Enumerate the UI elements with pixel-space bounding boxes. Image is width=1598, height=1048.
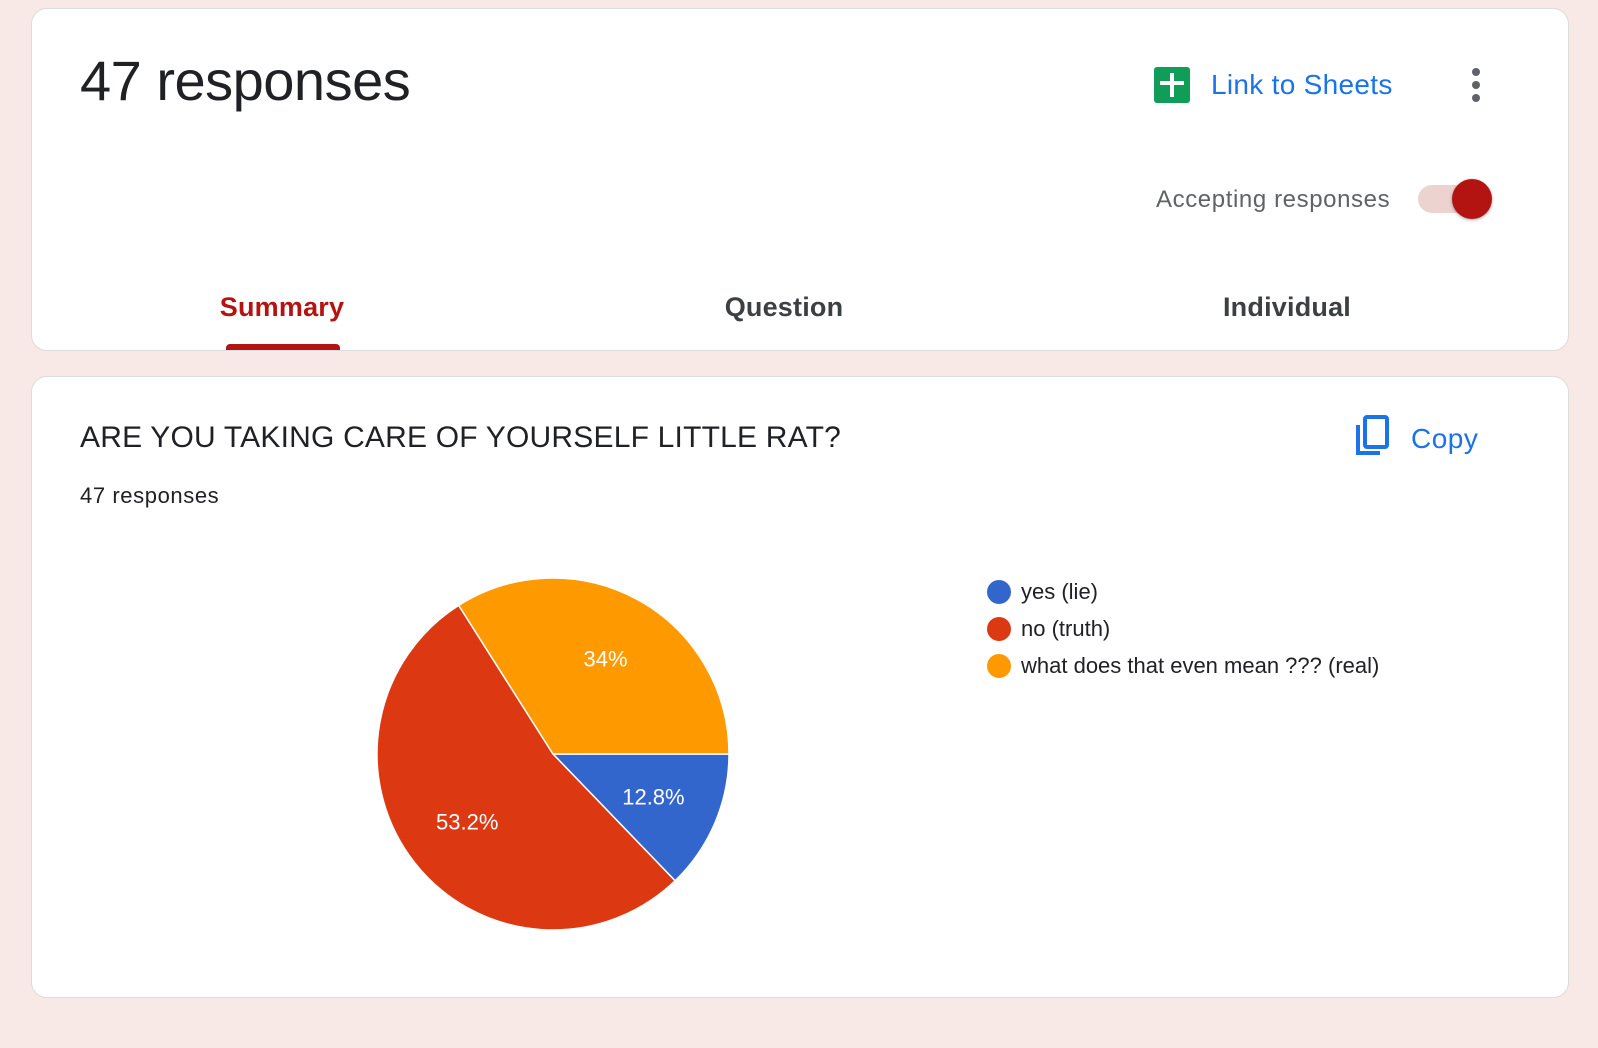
link-to-sheets-label: Link to Sheets bbox=[1211, 69, 1393, 100]
legend-swatch bbox=[987, 653, 1011, 678]
pie-slice-label: 34% bbox=[584, 646, 628, 671]
question-title: ARE YOU TAKING CARE OF YOURSELF LITTLE R… bbox=[80, 421, 842, 454]
question-summary-card: ARE YOU TAKING CARE OF YOURSELF LITTLE R… bbox=[31, 376, 1569, 998]
tab-bar: Summary Question Individual bbox=[32, 277, 1568, 350]
pie-chart: 12.8% 53.2% 34% bbox=[376, 577, 730, 931]
tab-individual[interactable]: Individual bbox=[1222, 292, 1351, 322]
pie-slice[interactable] bbox=[551, 753, 730, 882]
legend-swatch bbox=[987, 579, 1011, 604]
pie-slice[interactable] bbox=[376, 604, 677, 931]
copy-icon bbox=[1355, 415, 1391, 462]
tab-question[interactable]: Question bbox=[724, 292, 844, 322]
copy-chart-button[interactable]: Copy bbox=[1355, 415, 1478, 462]
legend-item[interactable]: no (truth) bbox=[987, 610, 1379, 647]
summary-header-card: 47 responses Link to Sheets Accepting re… bbox=[31, 8, 1569, 351]
pie-slice-label: 53.2% bbox=[436, 809, 498, 834]
legend-label: no (truth) bbox=[1021, 615, 1111, 641]
page-title: 47 responses bbox=[80, 49, 411, 112]
accepting-responses-toggle[interactable] bbox=[1418, 179, 1496, 219]
response-count: 47 responses bbox=[80, 483, 220, 508]
pie-slice[interactable] bbox=[457, 577, 730, 755]
copy-label: Copy bbox=[1411, 422, 1479, 454]
chart-legend: yes (lie) no (truth) what does that even m… bbox=[987, 573, 1379, 684]
sheets-icon bbox=[1154, 67, 1190, 103]
tab-summary[interactable]: Summary bbox=[219, 292, 345, 322]
accepting-responses-label: Accepting responses bbox=[1156, 186, 1391, 213]
more-options-button[interactable] bbox=[1454, 65, 1498, 109]
pie-slice-label: 12.8% bbox=[622, 785, 684, 810]
legend-item[interactable]: what does that even mean ??? (real) bbox=[987, 647, 1379, 684]
legend-item[interactable]: yes (lie) bbox=[987, 573, 1379, 610]
more-vert-icon bbox=[1471, 67, 1481, 108]
legend-label: yes (lie) bbox=[1021, 578, 1099, 604]
link-to-sheets-button[interactable]: Link to Sheets bbox=[1154, 67, 1393, 103]
toggle-knob bbox=[1452, 179, 1492, 219]
legend-label: what does that even mean ??? (real) bbox=[1021, 652, 1380, 678]
legend-swatch bbox=[987, 616, 1011, 641]
active-tab-indicator bbox=[226, 344, 340, 350]
